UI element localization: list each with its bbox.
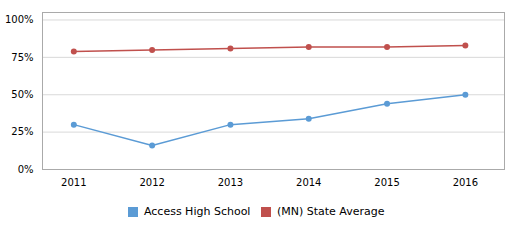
svg-text:0%: 0% [18,164,34,175]
html-text:Access High School: Access High School [144,205,251,218]
svg-text:2013: 2013 [218,177,243,188]
svg-text:2011: 2011 [61,177,86,188]
svg-text:2015: 2015 [374,177,399,188]
svg-text:75%: 75% [11,52,33,63]
svg-text:2016: 2016 [453,177,478,188]
html-text:(MN) State Average: (MN) State Average [276,205,385,218]
svg-text:2014: 2014 [296,177,321,188]
svg-text:50%: 50% [11,89,33,100]
svg-text:2012: 2012 [139,177,164,188]
svg-text:25%: 25% [11,126,33,137]
svg-text:100%: 100% [5,14,34,25]
